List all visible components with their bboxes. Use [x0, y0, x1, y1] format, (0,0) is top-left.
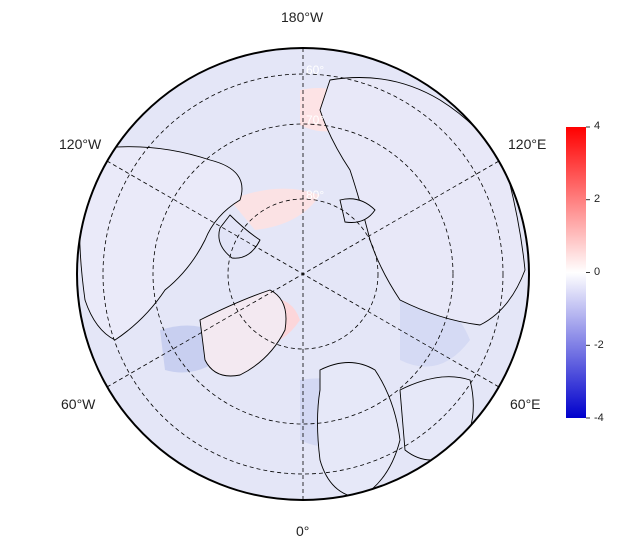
- colorbar-tick-label: -2: [594, 339, 604, 351]
- map-field: 60° 70° 80°: [77, 48, 529, 500]
- siberian-islands: [339, 198, 376, 223]
- canadian-archipelago: [218, 214, 261, 259]
- colorbar-tick-marks: [586, 126, 590, 419]
- europe-landmass: [317, 362, 401, 499]
- colorbar-tick-label: 4: [594, 120, 601, 132]
- latitude-label-80: 80°: [306, 188, 324, 202]
- latitude-circle-70: [152, 123, 454, 425]
- eurasia-landmass: [319, 77, 526, 326]
- warm-anomaly-patch: [230, 188, 320, 230]
- north-america-landmass: [79, 146, 243, 341]
- longitude-label-bottom: 0°: [296, 523, 310, 539]
- longitude-label-lower-right: 60°E: [510, 396, 541, 412]
- colorbar-tick-label: 0: [594, 266, 601, 278]
- meridian-60w-120e: [106, 160, 500, 388]
- greenland-landmass: [199, 289, 287, 377]
- colorbar-tick-label: 2: [594, 193, 601, 205]
- latitude-circle-60: [102, 73, 504, 475]
- map-boundary: [76, 47, 530, 501]
- latitude-label-70: 70°: [306, 113, 324, 127]
- colorbar-gradient: [566, 127, 586, 418]
- colorbar-tick-label: -4: [594, 412, 604, 424]
- longitude-label-upper-right: 120°E: [508, 136, 547, 152]
- longitude-label-upper-left: 120°W: [59, 136, 102, 152]
- longitude-label-top: 180°W: [281, 9, 324, 25]
- latitude-label-60: 60°: [306, 63, 324, 77]
- asia-interior-landmass: [399, 376, 474, 461]
- longitude-label-lower-left: 60°W: [61, 396, 96, 412]
